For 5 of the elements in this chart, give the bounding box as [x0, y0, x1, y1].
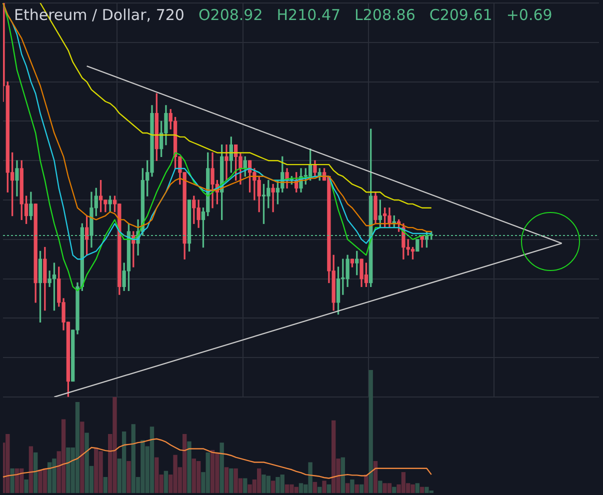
annotation: C209.61 — [429, 6, 492, 24]
annotation: L208.86 — [354, 6, 416, 24]
annotation: +0.69 — [506, 6, 552, 24]
annotation: H210.47 — [276, 6, 341, 24]
annotation: O208.92 — [198, 6, 263, 24]
